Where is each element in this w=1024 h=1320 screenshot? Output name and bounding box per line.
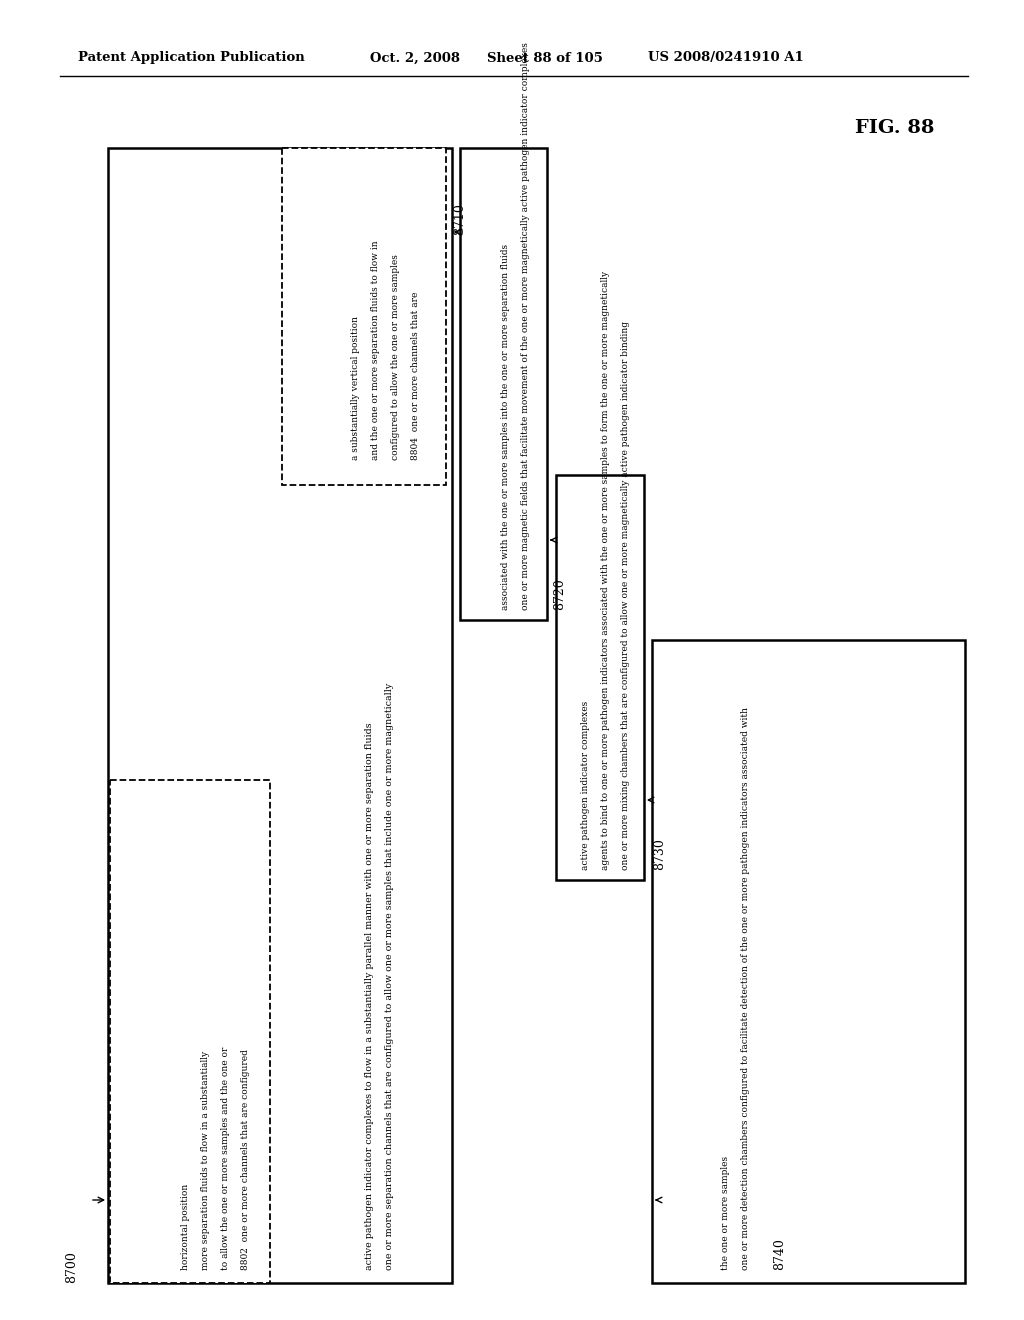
Text: FIG. 88: FIG. 88 (855, 119, 934, 137)
Bar (282, 148, 446, 484)
Text: configured to allow the one or more samples: configured to allow the one or more samp… (391, 255, 400, 459)
Text: 8740: 8740 (773, 1238, 786, 1270)
Text: one or more detection chambers configured to facilitate detection of the one or : one or more detection chambers configure… (741, 708, 750, 1270)
Bar (108, 148, 452, 1283)
Text: the one or more samples: the one or more samples (721, 1156, 730, 1270)
Bar (110, 780, 270, 1283)
Text: active pathogen indicator complexes to flow in a substantially parallel manner w: active pathogen indicator complexes to f… (366, 722, 375, 1270)
Text: and the one or more separation fluids to flow in: and the one or more separation fluids to… (371, 240, 380, 459)
Text: 8802  one or more channels that are configured: 8802 one or more channels that are confi… (241, 1049, 250, 1270)
Bar (556, 475, 644, 880)
Text: 8700: 8700 (66, 1251, 79, 1283)
Text: associated with the one or more samples into the one or more separation fluids: associated with the one or more samples … (501, 244, 510, 610)
Text: one or more magnetic fields that facilitate movement of the one or more magnetic: one or more magnetic fields that facilit… (521, 42, 530, 610)
Text: Patent Application Publication: Patent Application Publication (78, 51, 305, 65)
Text: horizontal position: horizontal position (181, 1184, 190, 1270)
Text: one or more mixing chambers that are configured to allow one or more magneticall: one or more mixing chambers that are con… (621, 321, 630, 870)
Text: agents to bind to one or more pathogen indicators associated with the one or mor: agents to bind to one or more pathogen i… (601, 271, 610, 870)
Text: active pathogen indicator complexes: active pathogen indicator complexes (581, 701, 590, 870)
Text: 8710: 8710 (454, 203, 467, 235)
Bar (460, 148, 547, 620)
Text: to allow the one or more samples and the one or: to allow the one or more samples and the… (221, 1047, 230, 1270)
Text: 8720: 8720 (554, 578, 566, 610)
Text: one or more separation channels that are configured to allow one or more samples: one or more separation channels that are… (385, 682, 394, 1270)
Text: 8804  one or more channels that are: 8804 one or more channels that are (411, 292, 420, 459)
Text: a substantially vertical position: a substantially vertical position (351, 315, 360, 459)
Text: more separation fluids to flow in a substantially: more separation fluids to flow in a subs… (201, 1051, 210, 1270)
Bar (652, 640, 965, 1283)
Text: Oct. 2, 2008: Oct. 2, 2008 (370, 51, 460, 65)
Text: US 2008/0241910 A1: US 2008/0241910 A1 (648, 51, 804, 65)
Text: Sheet 88 of 105: Sheet 88 of 105 (487, 51, 603, 65)
Text: 8730: 8730 (653, 838, 667, 870)
